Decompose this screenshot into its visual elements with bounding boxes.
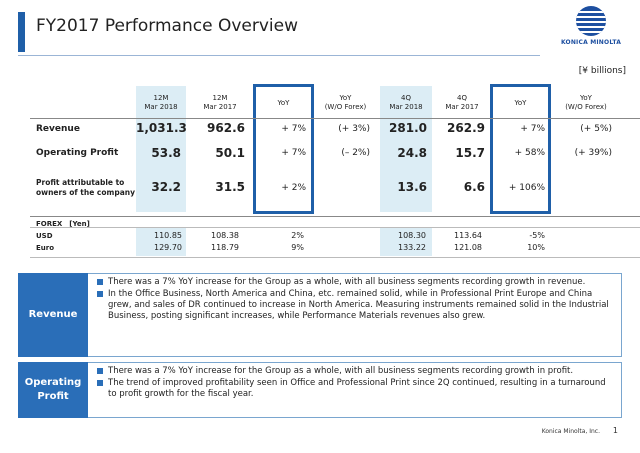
- op-profit-12m-2018: 53.8: [151, 146, 181, 160]
- usd-12m-2017: 108.38: [211, 231, 239, 240]
- usd-12m-2018: 110.85: [154, 231, 182, 240]
- shade-col-4q-2018: [380, 86, 432, 212]
- revenue-yoy-wo-forex-12m: (+ 3%): [338, 124, 370, 134]
- revenue-panel-label: Revenue: [18, 273, 88, 357]
- page-title: FY2017 Performance Overview: [36, 16, 298, 36]
- konica-minolta-globe-icon: [576, 6, 606, 36]
- euro-12m-2017: 118.79: [211, 243, 239, 252]
- row-label-revenue: Revenue: [36, 124, 80, 134]
- forex-bottom-divider: [30, 257, 640, 258]
- col-header-yoy-wo-forex-12m: YoY (W/O Forex): [324, 94, 367, 111]
- op-profit-yoy-12m: + 7%: [281, 148, 306, 158]
- euro-12m-2018: 129.70: [154, 243, 182, 252]
- op-profit-yoy-4q: + 58%: [514, 148, 545, 158]
- col-header-yoy-4q: YoY: [514, 99, 527, 107]
- forex-header-divider: [30, 227, 640, 228]
- logo-text: KONICA MINOLTA: [560, 39, 622, 46]
- unit-label: [¥ billions]: [578, 66, 626, 76]
- revenue-12m-2017: 962.6: [207, 121, 245, 135]
- header-divider: [30, 118, 640, 119]
- col-header-4q-2017: 4Q Mar 2017: [445, 94, 479, 111]
- forex-row-usd-label: USD: [36, 232, 53, 240]
- op-profit-yoy-wo-forex-12m: (– 2%): [341, 148, 370, 158]
- op-profit-4q-2017: 15.7: [455, 146, 485, 160]
- revenue-bullet-1: There was a 7% YoY increase for the Grou…: [96, 277, 616, 288]
- usd-yoy-12m: 2%: [291, 231, 304, 240]
- revenue-bullet-2: In the Office Business, North America an…: [96, 289, 616, 322]
- row-label-operating-profit: Operating Profit: [36, 148, 119, 158]
- shade-col-12m-2018: [136, 86, 186, 212]
- euro-yoy-4q: 10%: [527, 243, 545, 252]
- net-profit-yoy-12m: + 2%: [281, 183, 306, 193]
- col-header-yoy-12m: YoY: [277, 99, 290, 107]
- revenue-yoy-wo-forex-4q: (+ 5%): [580, 124, 612, 134]
- yoy-4q-highlight: [490, 84, 551, 214]
- net-profit-12m-2018: 32.2: [151, 180, 181, 194]
- net-profit-12m-2017: 31.5: [215, 180, 245, 194]
- row-label-profit-attributable: Profit attributable to owners of the comp…: [36, 178, 136, 197]
- operating-profit-bullets: There was a 7% YoY increase for the Grou…: [96, 366, 616, 401]
- shade-forex-12m-2018: [136, 228, 186, 256]
- operating-profit-bullet-1: There was a 7% YoY increase for the Grou…: [96, 366, 616, 377]
- revenue-yoy-4q: + 7%: [520, 124, 545, 134]
- forex-header: FOREX [Yen]: [36, 220, 90, 228]
- op-profit-12m-2017: 50.1: [215, 146, 245, 160]
- op-profit-yoy-wo-forex-4q: (+ 39%): [574, 148, 612, 158]
- shade-forex-4q-2018: [380, 228, 432, 256]
- net-profit-4q-2018: 13.6: [397, 180, 427, 194]
- net-profit-4q-2017: 6.6: [463, 180, 485, 194]
- euro-4q-2017: 121.08: [454, 243, 482, 252]
- page-number: 1: [612, 426, 618, 435]
- revenue-bullets: There was a 7% YoY increase for the Grou…: [96, 277, 616, 323]
- col-header-12m-2018: 12M Mar 2018: [144, 94, 178, 111]
- usd-4q-2017: 113.64: [454, 231, 482, 240]
- usd-yoy-4q: -5%: [529, 231, 545, 240]
- euro-4q-2018: 133.22: [398, 243, 426, 252]
- usd-4q-2018: 108.30: [398, 231, 426, 240]
- col-header-4q-2018: 4Q Mar 2018: [389, 94, 423, 111]
- net-profit-yoy-4q: + 106%: [508, 183, 545, 193]
- op-profit-4q-2018: 24.8: [397, 146, 427, 160]
- company-logo: KONICA MINOLTA: [556, 6, 626, 52]
- col-header-12m-2017: 12M Mar 2017: [203, 94, 237, 111]
- operating-profit-panel-label: Operating Profit: [18, 362, 88, 418]
- title-accent-bar: [18, 12, 25, 52]
- table-bottom-divider: [30, 216, 640, 217]
- yoy-12m-highlight: [253, 84, 314, 214]
- revenue-4q-2018: 281.0: [389, 121, 427, 135]
- title-divider: [18, 55, 540, 56]
- operating-profit-bullet-2: The trend of improved profitability seen…: [96, 378, 616, 400]
- footer-company: Konica Minolta, Inc.: [541, 428, 600, 435]
- euro-yoy-12m: 9%: [291, 243, 304, 252]
- col-header-yoy-wo-forex-4q: YoY (W/O Forex): [565, 94, 607, 111]
- revenue-12m-2018: 1,031.3: [136, 121, 187, 135]
- forex-row-euro-label: Euro: [36, 244, 55, 252]
- revenue-4q-2017: 262.9: [447, 121, 485, 135]
- revenue-yoy-12m: + 7%: [281, 124, 306, 134]
